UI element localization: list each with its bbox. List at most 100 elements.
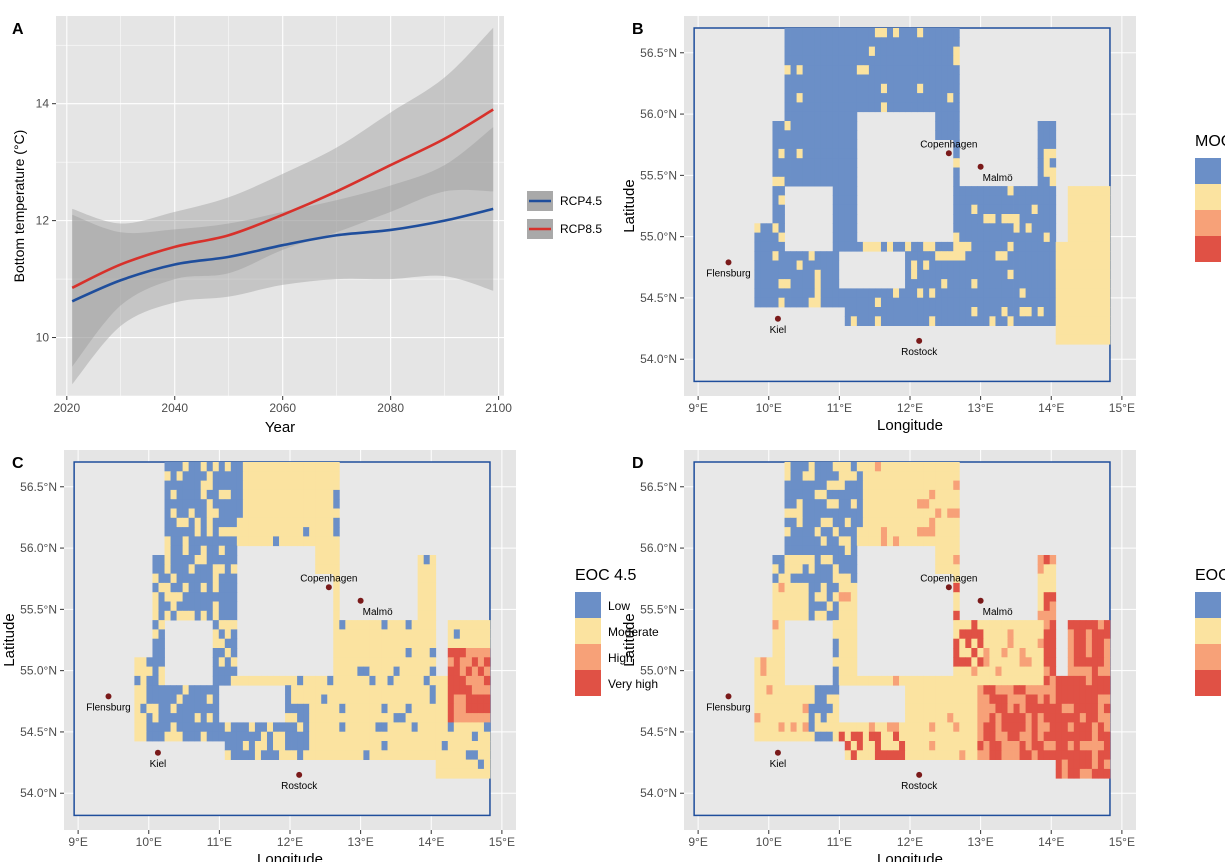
cell-moderate [1085,195,1093,206]
cell-high [1025,685,1033,695]
cell-moderate [862,536,870,547]
cell-low [778,186,785,196]
cell-high [971,666,978,677]
cell-high [983,741,990,751]
legend-label: Very high [608,677,658,691]
cell-moderate [1067,297,1075,308]
cell-moderate [242,517,250,528]
cell-moderate [784,555,791,565]
cell-high [1037,564,1045,574]
cell-low [850,28,858,38]
cell-moderate [212,462,220,472]
cell-low [188,703,196,714]
cell-low [923,74,930,85]
cell-moderate [387,750,394,760]
cell-low [164,601,171,612]
cell-low [218,462,226,472]
cell-moderate [393,685,400,695]
cell-moderate [1073,223,1081,233]
cell-very-high [1037,703,1045,714]
cell-moderate [905,703,912,714]
cell-low [790,260,797,271]
legend-key [1195,158,1221,184]
cell-very-high [1043,731,1051,742]
cell-moderate [297,508,304,519]
cell-low [850,545,858,556]
cell-moderate [911,508,918,519]
cell-moderate [832,573,840,584]
cell-moderate [423,703,431,714]
cell-low [188,713,196,723]
cell-moderate [772,685,779,695]
cell-moderate [778,685,785,695]
cell-low [923,269,930,280]
legend-key [1195,644,1221,670]
cell-low [218,536,226,547]
cell-high [1103,657,1111,667]
cell-low [790,55,797,66]
cell-very-high [1055,685,1063,695]
cell-moderate [393,620,400,630]
cell-low [790,139,797,150]
cell-low [1043,251,1051,261]
cell-low [1043,204,1051,215]
cell-high [1103,638,1111,649]
cell-moderate [224,462,232,472]
cell-high [947,508,954,519]
cell-moderate [1067,195,1075,206]
cell-moderate [477,638,485,649]
cell-low [1037,158,1045,168]
cell-moderate [405,731,413,742]
cell-low [808,130,816,140]
cell-high [1019,648,1026,658]
cell-low [989,260,996,271]
cell-moderate [796,499,804,509]
cell-moderate [874,517,882,528]
cell-low [935,130,942,140]
cell-moderate [254,480,262,491]
cell-low [236,489,244,500]
cell-moderate [1031,675,1039,686]
cell-low [176,713,184,723]
cell-low [808,28,816,38]
cell-high [1001,750,1008,760]
cell-moderate [339,731,346,742]
cell-moderate [880,462,888,472]
cell-moderate [321,750,328,760]
cell-low [1025,297,1033,308]
cell-moderate [868,241,876,252]
cell-low [1007,297,1014,308]
cell-moderate [959,675,966,686]
cell-low [886,74,894,85]
cell-moderate [880,28,888,38]
cell-low [778,288,785,299]
cell-moderate [381,657,388,667]
city-label: Kiel [770,759,787,770]
cell-low [790,462,797,472]
cell-very-high [1043,657,1051,667]
cell-moderate [260,489,268,500]
cell-low [808,573,816,584]
x-tick-label: 10°E [756,835,782,849]
cell-moderate [941,741,948,751]
cell-low [838,176,846,187]
cell-very-high [1061,731,1069,742]
cell-moderate [309,480,316,491]
cell-high [1013,741,1020,751]
cell-low [862,316,870,326]
cell-very-high [447,694,455,705]
cell-low [989,288,996,299]
cell-high [929,527,936,537]
cell-low [188,499,196,509]
cell-moderate [784,592,791,602]
cell-low [802,130,810,140]
cell-moderate [796,722,804,733]
cell-low [965,297,972,308]
cell-moderate [1031,657,1039,667]
cell-moderate [315,703,322,714]
cell-low [182,703,190,714]
cell-moderate [1073,232,1081,243]
cell-moderate [279,480,286,491]
cell-moderate [929,536,936,547]
